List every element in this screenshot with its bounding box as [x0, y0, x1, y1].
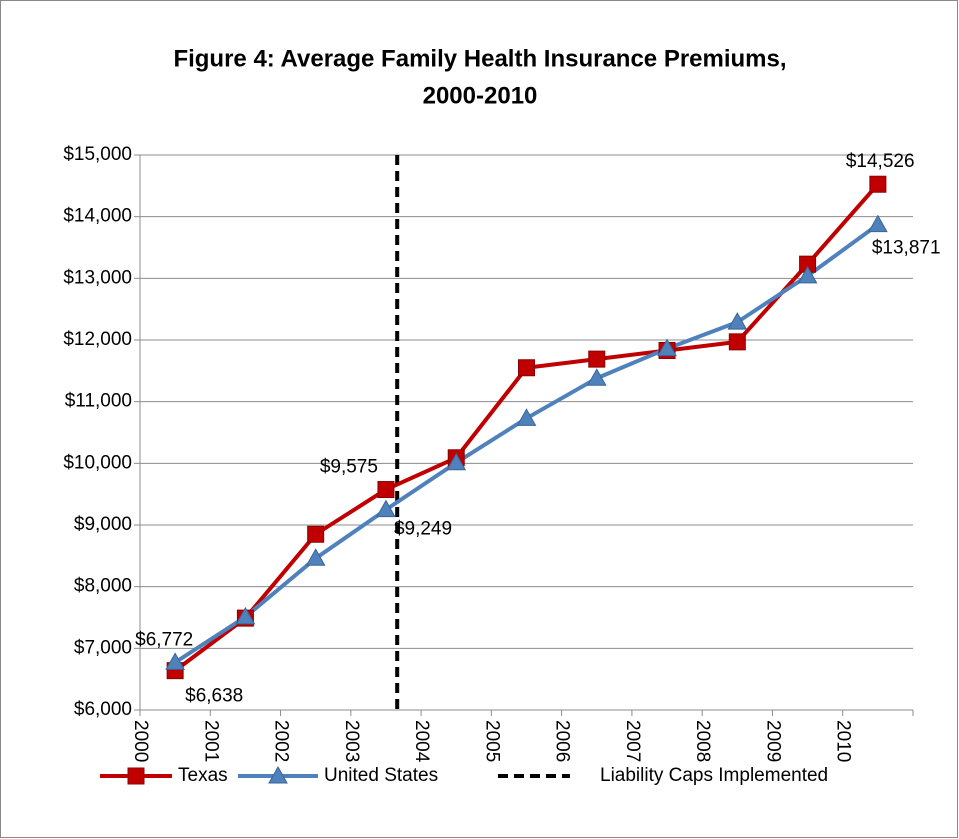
y-tick-label: $12,000 [63, 329, 132, 350]
data-point [728, 333, 746, 351]
y-tick-label: $14,000 [63, 206, 132, 227]
chart-title: 2000-2010 [423, 82, 538, 109]
x-tick-label: 2009 [762, 720, 783, 762]
data-point [588, 350, 606, 368]
x-tick-label: 2004 [411, 720, 432, 763]
x-tick-label: 2001 [200, 720, 221, 762]
legend-label: Texas [178, 765, 228, 786]
data-point [727, 312, 748, 330]
data-point [586, 368, 607, 386]
data-point [516, 408, 537, 426]
y-tick-label: $7,000 [74, 637, 132, 658]
y-tick-label: $15,000 [63, 144, 132, 165]
data-point [657, 338, 677, 357]
y-tick-label: $10,000 [63, 452, 132, 473]
legend-marker [268, 765, 288, 784]
data-point [235, 606, 256, 625]
data-label: $6,638 [185, 686, 243, 707]
x-tick-label: 2003 [341, 720, 362, 762]
data-point [165, 652, 185, 670]
y-tick-label: $13,000 [63, 267, 132, 288]
y-tick-label: $9,000 [74, 514, 132, 535]
data-point [869, 175, 887, 193]
data-label: $13,871 [872, 238, 941, 259]
x-tick-label: 2008 [692, 720, 713, 762]
y-tick-label: $11,000 [65, 391, 132, 412]
x-tick-label: 2010 [833, 720, 854, 762]
x-tick-label: 2002 [271, 720, 292, 762]
legend-label: Liability Caps Implemented [600, 765, 828, 786]
x-tick-label: 2007 [622, 720, 643, 762]
data-point [376, 499, 396, 518]
x-tick-label: 2005 [481, 720, 502, 762]
data-label: $9,575 [320, 457, 378, 478]
data-label: $9,249 [394, 519, 452, 540]
y-tick-label: $6,000 [74, 699, 132, 720]
y-tick-label: $8,000 [74, 576, 132, 597]
data-label: $14,526 [846, 151, 915, 172]
data-point [868, 214, 888, 233]
data-point [305, 548, 326, 566]
data-point [797, 265, 818, 284]
data-point [446, 452, 467, 471]
data-point [518, 359, 535, 377]
x-tick-label: 2000 [130, 720, 151, 762]
legend-label: United States [324, 765, 438, 786]
data-label: $6,772 [135, 629, 193, 650]
legend-marker [127, 767, 145, 785]
x-tick-label: 2006 [552, 720, 573, 762]
data-point [307, 525, 325, 543]
data-point [377, 481, 395, 499]
chart-title: Figure 4: Average Family Health Insuranc… [173, 45, 786, 72]
